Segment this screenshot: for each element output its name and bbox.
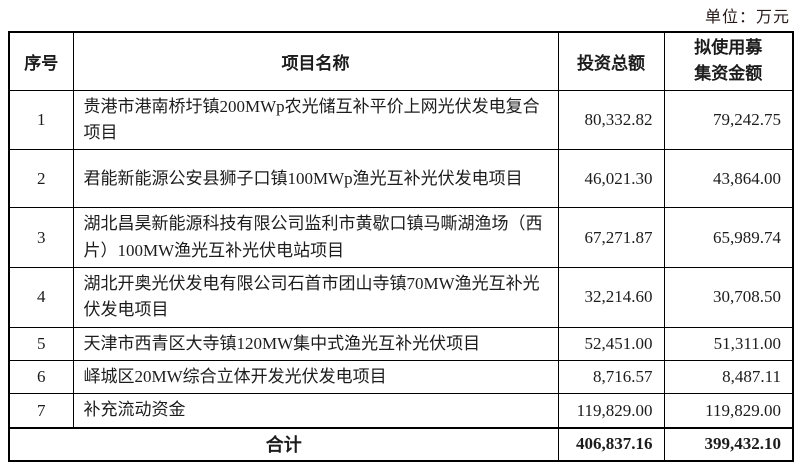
row-project-name: 贵港市港南桥圩镇200MWp农光储互补平价上网光伏发电复合项目 [72, 89, 559, 151]
row-project-name: 湖北开奥光伏发电有限公司石首市团山寺镇70MW渔光互补光伏发电项目 [72, 267, 559, 328]
row-raised: 43,864.00 [663, 149, 794, 209]
table-row: 1 贵港市港南桥圩镇200MWp农光储互补平价上网光伏发电复合项目 80,332… [8, 89, 794, 151]
row-project-name: 补充流动资金 [72, 393, 559, 429]
col-header-project-name: 项目名称 [72, 31, 559, 91]
unit-label: 单位：万元 [704, 9, 790, 26]
row-serial-no: 2 [8, 149, 74, 209]
row-raised: 30,708.50 [663, 267, 794, 328]
total-investment: 406,837.16 [557, 426, 665, 462]
row-serial-no: 5 [8, 326, 74, 362]
row-raised: 65,989.74 [663, 207, 794, 269]
row-investment: 46,021.30 [557, 149, 665, 209]
total-label: 合计 [8, 426, 559, 462]
row-investment: 52,451.00 [557, 326, 665, 362]
table-row: 5 天津市西青区大寺镇120MW集中式渔光互补光伏项目 52,451.00 51… [8, 326, 794, 362]
table-row: 7 补充流动资金 119,829.00 119,829.00 [8, 393, 794, 429]
table-row: 6 峄城区20MW综合立体开发光伏发电项目 8,716.57 8,487.11 [8, 360, 794, 395]
row-serial-no: 7 [8, 393, 74, 429]
row-raised: 79,242.75 [663, 89, 794, 151]
row-serial-no: 3 [8, 207, 74, 269]
row-investment: 8,716.57 [557, 360, 665, 395]
row-project-name: 峄城区20MW综合立体开发光伏发电项目 [72, 360, 559, 395]
table-row: 2 君能新能源公安县狮子口镇100MWp渔光互补光伏发电项目 46,021.30… [8, 149, 794, 209]
col-header-serial-no: 序号 [8, 31, 74, 91]
row-investment: 32,214.60 [557, 267, 665, 328]
total-row: 合计 406,837.16 399,432.10 [8, 426, 794, 462]
row-investment: 67,271.87 [557, 207, 665, 269]
col-header-raised-funds-text: 拟使用募集资金额 [694, 38, 763, 84]
row-investment: 119,829.00 [557, 393, 665, 429]
total-raised: 399,432.10 [663, 426, 794, 462]
table-row: 3 湖北昌昊新能源科技有限公司监利市黄歇口镇马嘶湖渔场（西片）100MW渔光互补… [8, 207, 794, 269]
table-row: 4 湖北开奥光伏发电有限公司石首市团山寺镇70MW渔光互补光伏发电项目 32,2… [8, 267, 794, 328]
row-raised: 51,311.00 [663, 326, 794, 362]
row-raised: 8,487.11 [663, 360, 794, 395]
row-project-name: 天津市西青区大寺镇120MW集中式渔光互补光伏项目 [72, 326, 559, 362]
row-serial-no: 4 [8, 267, 74, 328]
col-header-raised-funds: 拟使用募集资金额 [663, 31, 794, 91]
col-header-total-investment: 投资总额 [557, 31, 665, 91]
row-serial-no: 6 [8, 360, 74, 395]
header-row: 序号 项目名称 投资总额 拟使用募集资金额 [8, 31, 794, 91]
row-serial-no: 1 [8, 89, 74, 151]
row-investment: 80,332.82 [557, 89, 665, 151]
row-project-name: 湖北昌昊新能源科技有限公司监利市黄歇口镇马嘶湖渔场（西片）100MW渔光互补光伏… [72, 207, 559, 269]
row-project-name: 君能新能源公安县狮子口镇100MWp渔光互补光伏发电项目 [72, 149, 559, 209]
projects-table: 序号 项目名称 投资总额 拟使用募集资金额 1 贵港市港南桥圩镇200MWp农光… [8, 31, 794, 462]
row-raised: 119,829.00 [663, 393, 794, 429]
